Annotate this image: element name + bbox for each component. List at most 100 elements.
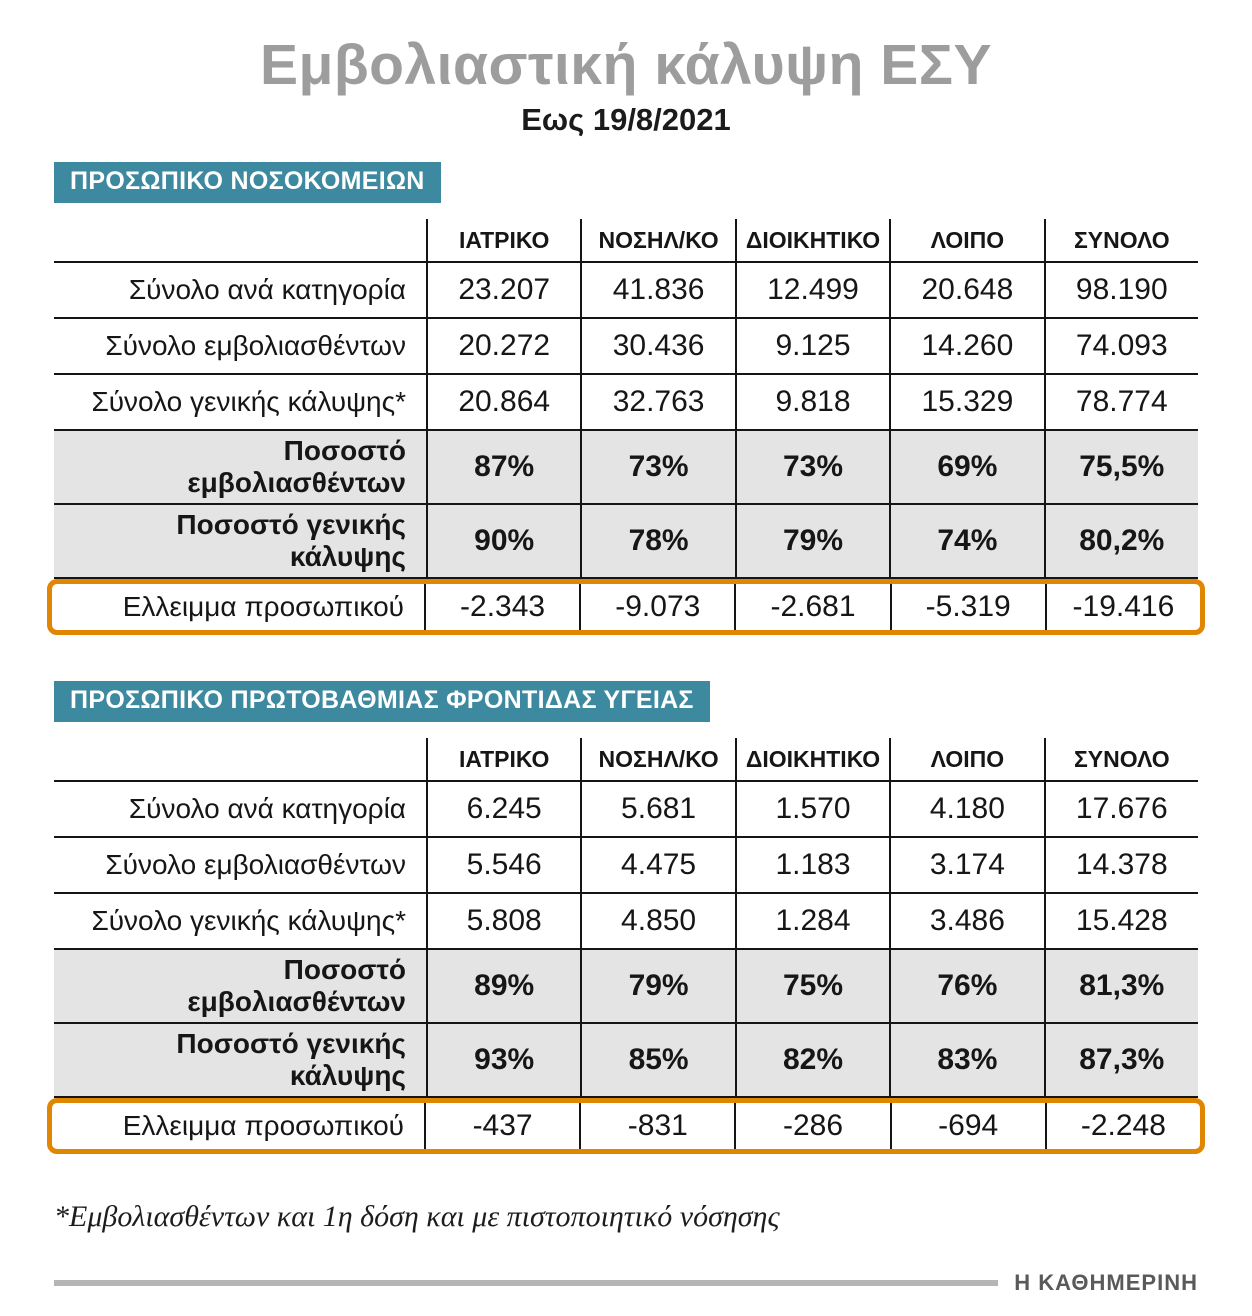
value-cell: 82% [734, 1024, 889, 1096]
value-cell: 4.850 [580, 894, 734, 948]
row-label: Σύνολο εμβολιασθέντων [105, 330, 406, 361]
value-cell: 9.125 [734, 319, 889, 373]
value-cell: 87,3% [1043, 1024, 1198, 1096]
column-header: ΙΑΤΡΙΚΟ [426, 219, 580, 261]
value-cell: 1.284 [734, 894, 889, 948]
value-cell: 89% [426, 950, 580, 1022]
column-header: ΛΟΙΠΟ [889, 738, 1043, 780]
column-header: ΙΑΤΡΙΚΟ [426, 738, 580, 780]
value-cell: 4.180 [889, 782, 1043, 836]
value-cell: 20.648 [889, 263, 1043, 317]
value-cell: -9.073 [579, 584, 734, 630]
value-cell: -831 [579, 1103, 734, 1149]
value-cell: 81,3% [1043, 950, 1198, 1022]
primary-care-table: ΙΑΤΡΙΚΟ ΝΟΣΗΛ/ΚΟ ΔΙΟΙΚΗΤΙΚΟ ΛΟΙΠΟ ΣΥΝΟΛΟ Σύνο… [47, 738, 1205, 1154]
value-cell: -286 [734, 1103, 889, 1149]
value-cell: 5.681 [580, 782, 734, 836]
row-label: Ποσοστό γενικής κάλυψης [176, 1028, 406, 1091]
value-cell: 4.475 [580, 838, 734, 892]
column-header: ΝΟΣΗΛ/ΚΟ [580, 219, 734, 261]
column-header: ΝΟΣΗΛ/ΚΟ [580, 738, 734, 780]
value-cell: 69% [889, 431, 1043, 503]
footnote: *Εμβολιασθέντων και 1η δόση και με πιστο… [54, 1200, 780, 1233]
page-title: Εμβολιαστική κάλυψη ΕΣΥ [259, 33, 993, 97]
value-cell: 98.190 [1043, 263, 1198, 317]
table-row-deficit: Ελλειμμα προσωπικού -2.343 -9.073 -2.681 -5.… [47, 579, 1205, 635]
value-cell: 30.436 [580, 319, 734, 373]
value-cell: 79% [734, 505, 889, 577]
row-label: Σύνολο εμβολιασθέντων [105, 849, 406, 880]
table-row-percent: Ποσοστό γενικής κάλυψης 93% 85% 82% 83% 87,3% [54, 1022, 1198, 1098]
table-row-percent: Ποσοστό εμβολιασθέντων 87% 73% 73% 69% 75,5% [54, 429, 1198, 503]
section-header-hospital-staff: ΠΡΟΣΩΠΙΚΟ ΝΟΣΟΚΟΜΕΙΩΝ [54, 162, 441, 203]
row-label: Σύνολο γενικής κάλυψης* [91, 386, 406, 417]
hospital-staff-table: ΙΑΤΡΙΚΟ ΝΟΣΗΛ/ΚΟ ΔΙΟΙΚΗΤΙΚΟ ΛΟΙΠΟ ΣΥΝΟΛΟ Σύνο… [47, 219, 1205, 635]
column-header-spacer [54, 219, 426, 261]
value-cell: -2.343 [424, 584, 579, 630]
value-cell: 78.774 [1043, 375, 1198, 429]
value-cell: -694 [889, 1103, 1045, 1149]
value-cell: 85% [580, 1024, 734, 1096]
value-cell: 17.676 [1043, 782, 1198, 836]
row-label: Ποσοστό εμβολιασθέντων [187, 954, 406, 1017]
table-header-row: ΙΑΤΡΙΚΟ ΝΟΣΗΛ/ΚΟ ΔΙΟΙΚΗΤΙΚΟ ΛΟΙΠΟ ΣΥΝΟΛΟ [54, 219, 1198, 261]
table-row-plain: Σύνολο εμβολιασθέντων 20.272 30.436 9.125 14… [54, 317, 1198, 373]
value-cell: 3.486 [889, 894, 1043, 948]
value-cell: 9.818 [734, 375, 889, 429]
table-row-plain: Σύνολο γενικής κάλυψης* 5.808 4.850 1.284 3.… [54, 892, 1198, 948]
value-cell: 1.570 [734, 782, 889, 836]
column-header: ΛΟΙΠΟ [889, 219, 1043, 261]
value-cell: 83% [889, 1024, 1043, 1096]
table-header-row: ΙΑΤΡΙΚΟ ΝΟΣΗΛ/ΚΟ ΔΙΟΙΚΗΤΙΚΟ ΛΟΙΠΟ ΣΥΝΟΛΟ [54, 738, 1198, 780]
value-cell: 1.183 [734, 838, 889, 892]
column-header: ΔΙΟΙΚΗΤΙΚΟ [734, 738, 889, 780]
primary-care-section: ΠΡΟΣΩΠΙΚΟ ΠΡΩΤΟΒΑΘΜΙΑΣ ΦΡΟΝΤΙΔΑΣ ΥΓΕΙΑΣ … [47, 681, 1205, 1154]
value-cell: 5.808 [426, 894, 580, 948]
value-cell: 78% [580, 505, 734, 577]
section-header-primary-care: ΠΡΟΣΩΠΙΚΟ ΠΡΩΤΟΒΑΘΜΙΑΣ ΦΡΟΝΤΙΔΑΣ ΥΓΕΙΑΣ [54, 681, 710, 722]
value-cell: 74.093 [1043, 319, 1198, 373]
value-cell: 23.207 [426, 263, 580, 317]
brand-bar: Η ΚΑΘΗΜΕΡΙΝΗ [54, 1270, 1198, 1296]
value-cell: 5.546 [426, 838, 580, 892]
value-cell: 79% [580, 950, 734, 1022]
value-cell: 14.378 [1043, 838, 1198, 892]
value-cell: 74% [889, 505, 1043, 577]
page-subtitle: Εως 19/8/2021 [521, 102, 731, 137]
value-cell: 20.864 [426, 375, 580, 429]
row-label: Ελλειμμα προσωπικού [122, 591, 404, 622]
row-label: Ποσοστό εμβολιασθέντων [187, 435, 406, 498]
value-cell: 3.174 [889, 838, 1043, 892]
table-row-plain: Σύνολο ανά κατηγορία 6.245 5.681 1.570 4.180… [54, 780, 1198, 836]
column-header: ΣΥΝΟΛΟ [1043, 219, 1198, 261]
value-cell: -437 [424, 1103, 579, 1149]
table-row-deficit: Ελλειμμα προσωπικού -437 -831 -286 -694 -2.24… [47, 1098, 1205, 1154]
row-label: Ελλειμμα προσωπικού [122, 1110, 404, 1141]
row-label: Ποσοστό γενικής κάλυψης [176, 509, 406, 572]
value-cell: -5.319 [889, 584, 1045, 630]
table-row-plain: Σύνολο γενικής κάλυψης* 20.864 32.763 9.818… [54, 373, 1198, 429]
value-cell: 41.836 [580, 263, 734, 317]
value-cell: -19.416 [1044, 584, 1200, 630]
value-cell: 15.329 [889, 375, 1043, 429]
value-cell: 73% [734, 431, 889, 503]
column-header: ΣΥΝΟΛΟ [1043, 738, 1198, 780]
value-cell: 75% [734, 950, 889, 1022]
value-cell: 93% [426, 1024, 580, 1096]
row-label: Σύνολο ανά κατηγορία [128, 274, 406, 305]
value-cell: 90% [426, 505, 580, 577]
value-cell: 32.763 [580, 375, 734, 429]
value-cell: 6.245 [426, 782, 580, 836]
table-row-plain: Σύνολο ανά κατηγορία 23.207 41.836 12.499 20… [54, 261, 1198, 317]
value-cell: 80,2% [1043, 505, 1198, 577]
table-row-percent: Ποσοστό γενικής κάλυψης 90% 78% 79% 74% 80,2% [54, 503, 1198, 579]
hospital-staff-section: ΠΡΟΣΩΠΙΚΟ ΝΟΣΟΚΟΜΕΙΩΝ ΙΑΤΡΙΚΟ ΝΟΣΗΛ/ΚΟ ΔΙΟ… [47, 162, 1205, 635]
value-cell: 14.260 [889, 319, 1043, 373]
column-header: ΔΙΟΙΚΗΤΙΚΟ [734, 219, 889, 261]
column-header-spacer [54, 738, 426, 780]
brand-logo: Η ΚΑΘΗΜΕΡΙΝΗ [1014, 1270, 1198, 1295]
value-cell: 73% [580, 431, 734, 503]
value-cell: -2.681 [734, 584, 889, 630]
value-cell: 12.499 [734, 263, 889, 317]
